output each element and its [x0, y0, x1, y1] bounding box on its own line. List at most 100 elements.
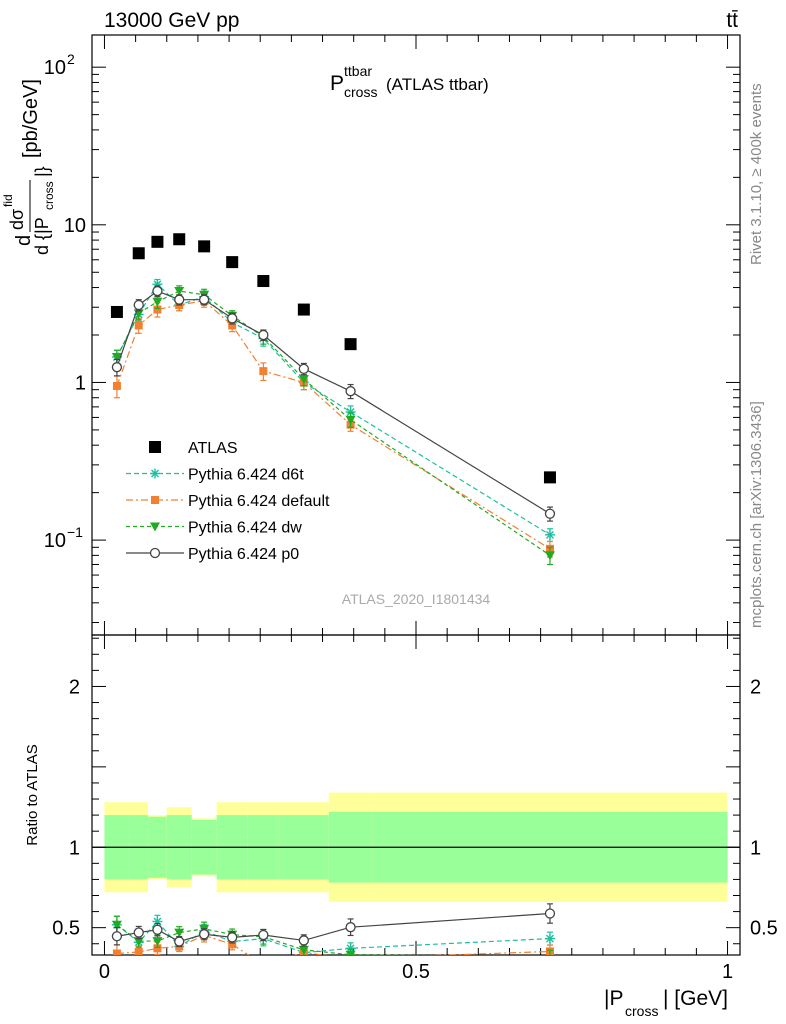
ylabel-unit: [pb/GeV]: [20, 79, 42, 158]
p0-marker: [227, 313, 238, 324]
legend-item-p0: Pythia 6.424 p0: [126, 546, 299, 563]
plot-title-main: P: [330, 72, 344, 95]
d6t-marker-stroke: [545, 934, 554, 943]
main-y-tick-label-exp: −1: [67, 524, 83, 540]
atlas-data-point: [198, 240, 211, 253]
ratio-axis-ticks: 0.5 0.5 1 1 2 2: [52, 637, 778, 945]
p0-marker: [174, 936, 185, 947]
ratio-series-clipped: [111, 903, 556, 955]
ratio-line-p0: [116, 912, 551, 943]
p0-marker: [298, 363, 309, 374]
legend-label: Pythia 6.424 default: [188, 493, 330, 510]
d6t-marker: [544, 933, 555, 944]
atlas-data-point: [543, 471, 556, 484]
dw-marker: [111, 920, 122, 930]
ratio-line-d6t: [116, 920, 550, 954]
p0-marker: [227, 932, 238, 943]
x-tick-label: 0: [99, 961, 110, 983]
d6t-marker-stroke: [346, 407, 355, 416]
legend-label: ATLAS: [188, 440, 238, 457]
atlas-data-point: [257, 275, 270, 288]
ratio-y-tick-label-left: 2: [69, 676, 80, 698]
p0-marker: [199, 929, 210, 940]
p0-marker: [199, 294, 210, 305]
main-y-tick-label-exp: 2: [67, 51, 75, 67]
p0-marker: [174, 294, 185, 305]
atlas-data-point: [173, 233, 186, 246]
mcplots-note: mcplots.cern.ch [arXiv:1306.3436]: [748, 401, 765, 628]
default-marker: [228, 321, 237, 330]
p0-marker: [258, 329, 269, 341]
p0-marker: [345, 922, 356, 933]
series-line-d6t: [116, 283, 551, 536]
dw-marker: [150, 522, 160, 532]
p0-marker: [111, 931, 123, 942]
x-tick-label: 1: [722, 961, 733, 983]
xlabel-close: | [GeV]: [663, 987, 728, 1010]
atlas-data-point: [297, 303, 310, 316]
atlas-data-point: [132, 247, 145, 260]
p0-marker: [544, 508, 556, 519]
ratio-line-dw: [116, 924, 441, 955]
legend-item-atlas: ATLAS: [149, 440, 238, 457]
ylabel-denominator: d {|P: [32, 217, 52, 255]
default-marker: [228, 940, 237, 949]
x-tick-label: 0.5: [402, 961, 430, 983]
x-axis-ticks: 0 0.5 1: [99, 35, 733, 983]
series-atlas: [110, 233, 556, 484]
ratio-series-layer: [111, 903, 556, 955]
dw-marker: [345, 950, 356, 955]
legend-item-default: Pythia 6.424 default: [126, 493, 330, 510]
dw-marker: [544, 551, 555, 561]
legend-item-dw: Pythia 6.424 dw: [126, 520, 302, 537]
plot-title-sup: ttbar: [344, 63, 372, 79]
d6t-marker-stroke: [545, 530, 554, 539]
dw-marker: [345, 415, 356, 425]
rivet-note: Rivet 3.1.10, ≥ 400k events: [748, 83, 765, 265]
d6t-marker: [150, 468, 160, 479]
dw-marker: [152, 937, 163, 947]
dw-marker: [298, 945, 309, 955]
analysis-id: ATLAS_2020_I1801434: [342, 591, 491, 607]
ratio-series-p0: [111, 903, 556, 948]
p0-marker: [152, 285, 163, 297]
main-y-tick-label: 1: [75, 372, 86, 394]
ratio-line-default: [116, 934, 550, 955]
main-y-tick-label-base: 10: [44, 57, 66, 79]
default-marker: [112, 949, 121, 955]
main-y-tick-label-base: 10: [64, 215, 86, 237]
series-line-default: [116, 300, 551, 550]
default-marker: [153, 944, 162, 953]
p0-marker: [544, 908, 556, 919]
dw-marker: [133, 937, 144, 947]
p0-marker: [258, 929, 269, 941]
ratio-y-tick-label-left: 0.5: [52, 918, 80, 940]
main-y-tick-label: 10 2: [44, 51, 75, 79]
default-marker: [112, 381, 121, 390]
p0-marker: [133, 299, 144, 311]
process-label: tt̄: [726, 9, 738, 32]
p0-marker: [111, 362, 123, 373]
default-marker: [134, 948, 143, 955]
atlas-data-point: [226, 256, 239, 269]
legend-label: Pythia 6.424 dw: [188, 520, 302, 537]
default-marker: [151, 496, 159, 504]
main-series-layer: [110, 233, 556, 566]
plot-title-suffix: (ATLAS ttbar): [386, 75, 489, 94]
dw-marker: [174, 287, 185, 297]
p0-marker: [345, 386, 356, 397]
plot-title-sub: cross: [344, 84, 377, 100]
ratio-y-tick-label-left: 1: [69, 837, 80, 859]
default-marker: [153, 305, 162, 314]
series-p0: [111, 285, 556, 522]
dw-marker: [111, 353, 122, 363]
series-line-p0: [116, 290, 551, 515]
default-marker: [259, 367, 268, 376]
ratio-y-tick-label-right: 2: [750, 676, 761, 698]
series-line-dw: [116, 290, 551, 556]
dw-marker: [174, 928, 185, 938]
main-y-axis-label: d dσ fid d {|P cross |} [pb/GeV]: [1, 79, 56, 255]
energy-label: 13000 GeV pp: [104, 9, 239, 32]
